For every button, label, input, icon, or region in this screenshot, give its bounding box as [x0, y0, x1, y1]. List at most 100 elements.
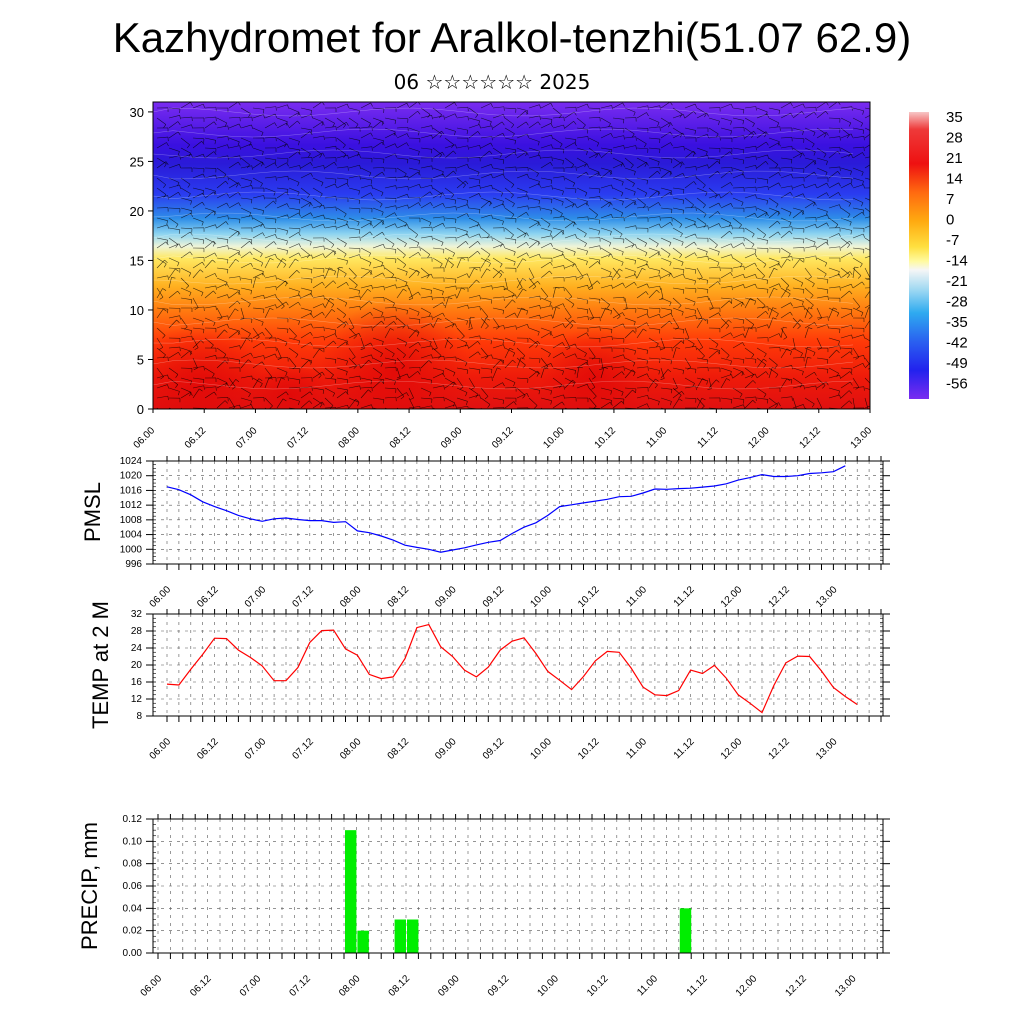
- section-x-tick-label: 06.00: [132, 425, 158, 451]
- section-x-tick-label: 08.12: [388, 425, 414, 451]
- x-tick-label: 13.00: [814, 584, 840, 610]
- colorbar: 35 28 21 14 7 0 -7 -14 -21 -28 -35 -42 -49 -56: [909, 109, 968, 399]
- pmsl-panel: 996 1000 1004 1008 1012 1016 1020 1024 06.00 06.1…: [80, 456, 890, 610]
- x-tick-label: 11.00: [624, 736, 649, 761]
- y-tick-label: 24: [131, 643, 143, 654]
- x-tick-label: 11.00: [624, 584, 649, 609]
- precip-ylabel: PRECIP, mm: [77, 822, 102, 950]
- section-y-tick-label: 15: [130, 253, 144, 268]
- y-tick-label: 1004: [120, 530, 143, 541]
- x-tick-label: 11.00: [635, 973, 660, 998]
- colorbar-label: 0: [946, 212, 954, 229]
- colorbar-label: 14: [946, 171, 963, 188]
- section-x-tick-label: 11.00: [644, 425, 669, 450]
- x-tick-label: 12.00: [719, 584, 745, 610]
- x-tick-label: 09.12: [481, 736, 507, 762]
- section-x-tick-label: 09.00: [439, 425, 465, 451]
- colorbar-label: -35: [946, 314, 968, 331]
- colorbar-labels: 35 28 21 14 7 0 -7 -14 -21 -28 -35 -42 -49 -56: [946, 109, 968, 393]
- y-tick-label: 1024: [120, 456, 143, 467]
- precip-bars: [345, 830, 692, 953]
- x-tick-label: 12.12: [766, 736, 792, 762]
- colorbar-label: -49: [946, 355, 968, 372]
- x-tick-label: 08.12: [387, 973, 413, 999]
- precip-axes: 0.00 0.02 0.04 0.06 0.08 0.10 0.12 06.00 06.12 07…: [123, 814, 890, 999]
- x-tick-label: 10.00: [528, 584, 554, 610]
- colorbar-scale: [909, 112, 929, 399]
- x-tick-label: 08.00: [338, 736, 364, 762]
- y-tick-label: 20: [131, 660, 143, 671]
- y-tick-label: 16: [131, 677, 143, 688]
- x-tick-label: 07.00: [243, 584, 269, 610]
- x-tick-label: 09.00: [436, 973, 462, 999]
- x-tick-label: 08.12: [386, 736, 412, 762]
- x-tick-label: 11.12: [672, 584, 697, 609]
- section-x-tick-label: 09.12: [490, 425, 516, 451]
- temp-grid: [153, 613, 883, 717]
- section-x-tick-label: 13.00: [849, 425, 875, 451]
- y-tick-label: 0.04: [123, 903, 143, 914]
- x-tick-label: 10.00: [528, 736, 554, 762]
- wind-barbs: [153, 102, 870, 409]
- colorbar-label: 28: [946, 130, 963, 147]
- section-x-tick-label: 07.00: [234, 425, 260, 451]
- pmsl-ylabel: PMSL: [80, 482, 105, 542]
- precip-bar: [394, 919, 406, 953]
- colorbar-label: -21: [946, 273, 968, 290]
- x-tick-label: 06.00: [139, 973, 165, 999]
- section-y-tick-label: 5: [137, 352, 144, 367]
- x-tick-label: 06.12: [195, 736, 221, 762]
- y-tick-label: 8: [136, 711, 142, 722]
- x-tick-label: 12.00: [734, 973, 760, 999]
- x-tick-label: 08.00: [338, 584, 364, 610]
- y-tick-label: 1012: [120, 500, 143, 511]
- x-tick-label: 11.12: [685, 973, 710, 998]
- x-tick-label: 07.12: [287, 973, 313, 999]
- temp-panel: 8 12 16 20 24 28 32 06.00 06.12 07.00 07.12 08.00 08…: [88, 601, 890, 762]
- page-title: Kazhydromet for Aralkol-tenzhi(51.07 62.…: [112, 14, 912, 61]
- y-tick-label: 0.08: [123, 859, 143, 870]
- section-x-tick-label: 10.00: [541, 425, 567, 451]
- y-tick-label: 32: [131, 609, 143, 620]
- x-tick-label: 10.12: [576, 736, 602, 762]
- x-tick-label: 06.12: [195, 584, 221, 610]
- x-tick-label: 13.00: [833, 973, 859, 999]
- y-tick-label: 0.02: [123, 926, 143, 937]
- y-tick-label: 1020: [120, 471, 143, 482]
- y-tick-label: 0.00: [123, 948, 143, 959]
- x-tick-label: 09.12: [486, 973, 512, 999]
- x-tick-label: 10.12: [576, 584, 602, 610]
- section-x-tick-label: 12.12: [797, 425, 823, 451]
- colorbar-label: -7: [946, 232, 959, 249]
- y-tick-label: 1000: [120, 544, 143, 555]
- section-x-tick-label: 10.12: [593, 425, 619, 451]
- colorbar-label: 7: [946, 191, 954, 208]
- pmsl-axes: 996 1000 1004 1008 1012 1016 1020 1024 06.00 06.1…: [120, 456, 890, 610]
- pmsl-line: [166, 465, 846, 553]
- y-tick-label: 996: [125, 559, 142, 570]
- x-tick-label: 09.00: [433, 584, 459, 610]
- section-y-tick-label: 25: [130, 154, 144, 169]
- x-tick-label: 09.12: [481, 584, 507, 610]
- page-subtitle: 06 ☆☆☆☆☆☆ 2025: [393, 70, 591, 94]
- section-x-tick-label: 06.12: [183, 425, 209, 451]
- x-tick-label: 07.00: [243, 736, 269, 762]
- x-tick-label: 10.12: [585, 973, 611, 999]
- cross-section-panel: 0 5 10 15 20 25 30 06.00 06.12 07.00 07.12 08.00 08.…: [130, 101, 875, 451]
- x-tick-label: 12.12: [766, 584, 792, 610]
- y-tick-label: 0.10: [123, 836, 143, 847]
- pmsl-grid: [153, 460, 883, 565]
- colorbar-label: -56: [946, 376, 968, 393]
- x-tick-label: 07.12: [290, 736, 316, 762]
- x-tick-label: 07.00: [238, 973, 264, 999]
- temp-axes: 8 12 16 20 24 28 32 06.00 06.12 07.00 07.12 08.00 08…: [131, 609, 890, 762]
- colorbar-label: -28: [946, 294, 968, 311]
- colorbar-label: -14: [946, 253, 968, 270]
- y-tick-label: 1008: [120, 515, 143, 526]
- section-x-tick-label: 07.12: [285, 425, 311, 451]
- section-y-tick-label: 30: [130, 105, 144, 120]
- precip-bar: [679, 908, 692, 953]
- section-x-tick-label: 12.00: [746, 425, 772, 451]
- x-tick-label: 09.00: [433, 736, 459, 762]
